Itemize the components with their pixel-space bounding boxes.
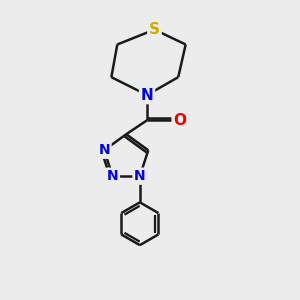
Text: S: S xyxy=(149,22,160,37)
Text: O: O xyxy=(173,113,186,128)
Text: N: N xyxy=(141,88,153,103)
Text: N: N xyxy=(107,169,118,183)
Text: N: N xyxy=(134,169,146,183)
Text: N: N xyxy=(98,143,110,157)
